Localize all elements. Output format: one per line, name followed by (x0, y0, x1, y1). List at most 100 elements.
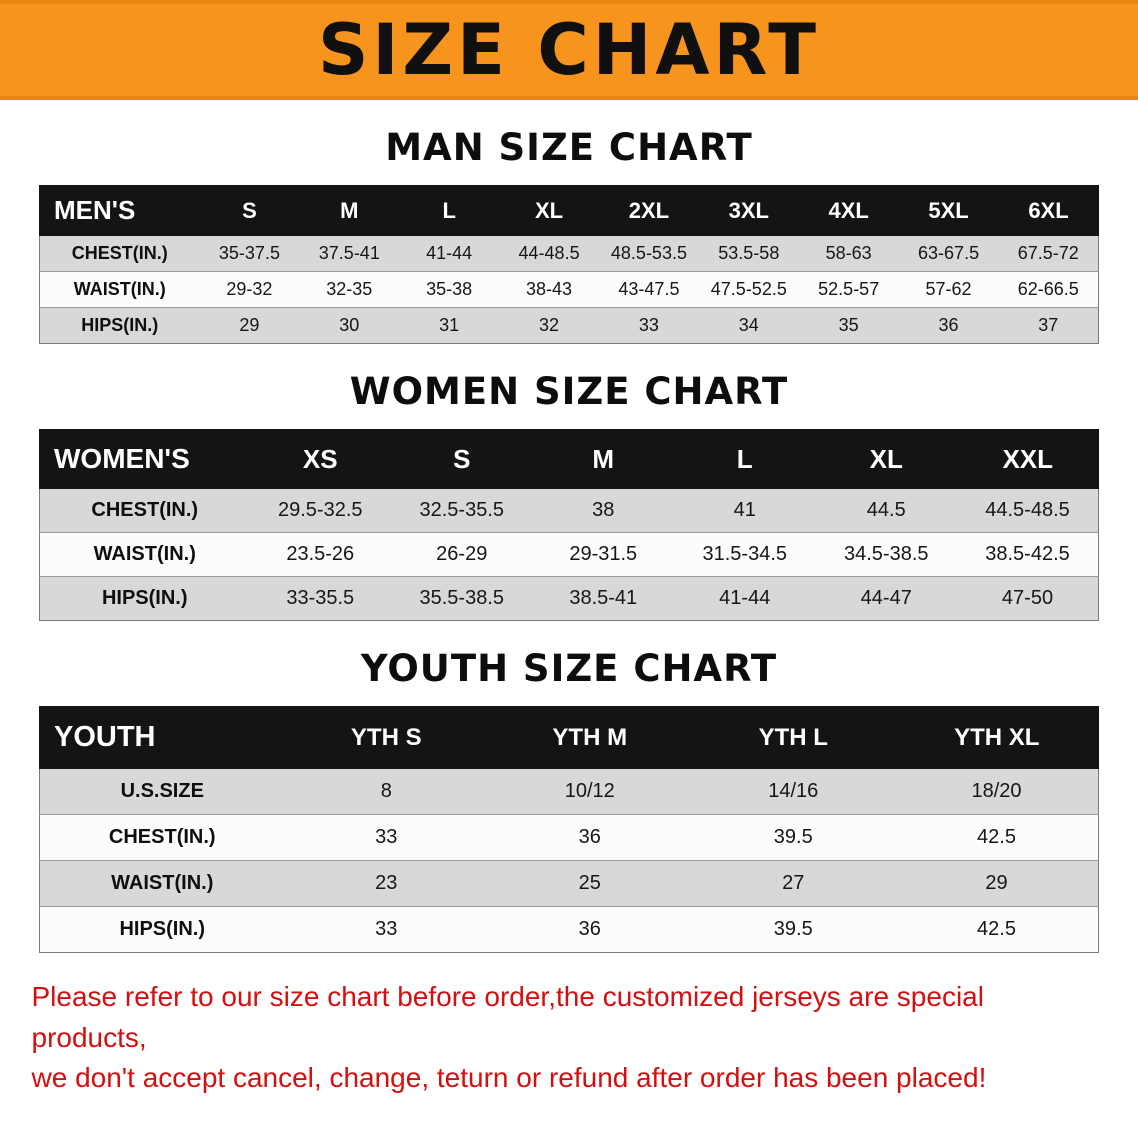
size-table-header-row: YOUTH YTH S YTH M YTH L YTH XL (39, 706, 1099, 769)
size-column-header: L (398, 185, 500, 236)
size-column-header: XL (815, 429, 958, 489)
size-value-cell: 35 (798, 307, 899, 344)
size-value-cell: 32-35 (299, 271, 400, 308)
size-column-header: 3XL (698, 185, 800, 236)
size-value-cell: 33 (284, 814, 488, 861)
size-value-cell: 14/16 (691, 768, 895, 815)
banner: SIZE CHART (0, 0, 1138, 100)
men-table-wrap: MEN'S S M L XL 2XL 3XL 4XL 5XL 6XL CHEST(IN.) 35-37… (39, 185, 1099, 344)
measurement-label-cell: WAIST(IN.) (39, 271, 200, 308)
size-value-cell: 34 (698, 307, 799, 344)
size-value-cell: 37.5-41 (299, 235, 400, 272)
women-size-table: WOMEN'S XS S M L XL XXL CHEST(IN.) 29.5-32.5 32.5… (39, 429, 1099, 621)
size-value-cell: 25 (488, 860, 692, 907)
size-value-cell: 34.5-38.5 (815, 532, 957, 577)
table-title-cell: MEN'S (39, 185, 200, 236)
size-value-cell: 52.5-57 (798, 271, 899, 308)
size-table-header-row: MEN'S S M L XL 2XL 3XL 4XL 5XL 6XL (39, 185, 1099, 236)
size-column-header: 5XL (898, 185, 999, 236)
men-section-heading: MAN SIZE CHART (385, 126, 753, 169)
size-value-cell: 10/12 (488, 768, 692, 815)
size-column-header: M (532, 429, 675, 489)
size-value-cell: 41 (674, 488, 816, 533)
youth-size-table: YOUTH YTH S YTH M YTH L YTH XL U.S.SIZE 8 10/12… (39, 706, 1099, 953)
measurement-label-cell: CHEST(IN.) (39, 235, 200, 272)
size-value-cell: 29 (199, 307, 300, 344)
size-table-header-row: WOMEN'S XS S M L XL XXL (39, 429, 1099, 489)
women-table-wrap: WOMEN'S XS S M L XL XXL CHEST(IN.) 29.5-32.5 32.5… (39, 429, 1099, 621)
size-value-cell: 48.5-53.5 (599, 235, 699, 272)
table-title-cell: YOUTH (39, 706, 285, 769)
size-value-cell: 36 (488, 814, 692, 861)
size-value-cell: 57-62 (898, 271, 999, 308)
size-value-cell: 44-47 (815, 576, 957, 621)
size-value-cell: 35.5-38.5 (391, 576, 533, 621)
measurement-label-cell: HIPS(IN.) (39, 307, 200, 344)
table-title-cell: WOMEN'S (39, 429, 250, 489)
size-value-cell: 44.5-48.5 (957, 488, 1099, 533)
size-value-cell: 23.5-26 (249, 532, 391, 577)
size-value-cell: 29-31.5 (532, 532, 674, 577)
size-column-header: XXL (956, 429, 1099, 489)
size-column-header: YTH S (284, 706, 489, 769)
size-column-header: 2XL (598, 185, 700, 236)
size-value-cell: 32 (499, 307, 599, 344)
youth-section-heading: YOUTH SIZE CHART (360, 647, 778, 690)
size-table-row: WAIST(IN.) 23.5-26 26-29 29-31.5 31.5-34.5 34… (39, 532, 1099, 577)
size-value-cell: 53.5-58 (698, 235, 799, 272)
size-value-cell: 39.5 (691, 906, 895, 953)
order-policy-notice: Please refer to our size chart before or… (32, 977, 1107, 1099)
size-value-cell: 42.5 (895, 814, 1099, 861)
size-table-row: CHEST(IN.) 35-37.5 37.5-41 41-44 44-48.5 48.5… (39, 235, 1099, 272)
measurement-label-cell: WAIST(IN.) (39, 532, 250, 577)
youth-size-section: YOUTH SIZE CHART YOUTH YTH S YTH M YTH L YTH… (0, 647, 1138, 953)
measurement-label-cell: WAIST(IN.) (39, 860, 285, 907)
size-value-cell: 32.5-35.5 (391, 488, 533, 533)
size-value-cell: 58-63 (798, 235, 899, 272)
measurement-label-cell: HIPS(IN.) (39, 576, 250, 621)
size-table-body: CHEST(IN.) 29.5-32.5 32.5-35.5 38 41 44.5 44.5… (39, 488, 1099, 621)
size-value-cell: 37 (998, 307, 1099, 344)
size-value-cell: 36 (898, 307, 999, 344)
size-value-cell: 29 (895, 860, 1099, 907)
size-column-header: YTH L (691, 706, 896, 769)
size-value-cell: 23 (284, 860, 488, 907)
size-column-header: S (199, 185, 300, 236)
banner-title: SIZE CHART (317, 9, 821, 91)
size-value-cell: 63-67.5 (898, 235, 999, 272)
size-value-cell: 33 (284, 906, 488, 953)
size-value-cell: 38 (532, 488, 674, 533)
size-value-cell: 29.5-32.5 (249, 488, 391, 533)
size-value-cell: 42.5 (895, 906, 1099, 953)
size-value-cell: 31 (399, 307, 500, 344)
size-column-header: L (673, 429, 816, 489)
size-value-cell: 26-29 (391, 532, 533, 577)
youth-table-wrap: YOUTH YTH S YTH M YTH L YTH XL U.S.SIZE 8 10/12… (39, 706, 1099, 953)
size-table-head: YOUTH YTH S YTH M YTH L YTH XL (39, 706, 1099, 769)
men-size-section: MAN SIZE CHART MEN'S S M L XL 2XL 3XL 4XL 5XL 6XL… (0, 126, 1138, 344)
size-table-body: CHEST(IN.) 35-37.5 37.5-41 41-44 44-48.5 48.5… (39, 235, 1099, 344)
measurement-label-cell: CHEST(IN.) (39, 814, 285, 861)
size-table-row: HIPS(IN.) 33-35.5 35.5-38.5 38.5-41 41-44 44-… (39, 576, 1099, 621)
women-section-heading: WOMEN SIZE CHART (349, 370, 789, 413)
size-column-header: 4XL (798, 185, 900, 236)
size-column-header: YTH XL (894, 706, 1099, 769)
size-value-cell: 29-32 (199, 271, 300, 308)
measurement-label-cell: HIPS(IN.) (39, 906, 285, 953)
size-table-row: WAIST(IN.) 29-32 32-35 35-38 38-43 43-47.5 47.… (39, 271, 1099, 308)
size-value-cell: 39.5 (691, 814, 895, 861)
size-value-cell: 38.5-42.5 (957, 532, 1099, 577)
size-table-body: U.S.SIZE 8 10/12 14/16 18/20 CHEST(IN.) 33 36 39… (39, 768, 1099, 953)
size-table-row: CHEST(IN.) 33 36 39.5 42.5 (39, 814, 1099, 861)
size-value-cell: 30 (299, 307, 400, 344)
women-size-section: WOMEN SIZE CHART WOMEN'S XS S M L XL XXL CHEST(… (0, 370, 1138, 621)
size-value-cell: 44-48.5 (499, 235, 599, 272)
measurement-label-cell: CHEST(IN.) (39, 488, 250, 533)
order-policy-line-2: we don't accept cancel, change, teturn o… (31, 1062, 987, 1094)
size-column-header: M (298, 185, 400, 236)
order-policy-line-1: Please refer to our size chart before or… (31, 981, 984, 1053)
size-table-row: U.S.SIZE 8 10/12 14/16 18/20 (39, 768, 1099, 815)
size-value-cell: 41-44 (674, 576, 816, 621)
size-table-row: WAIST(IN.) 23 25 27 29 (39, 860, 1099, 907)
